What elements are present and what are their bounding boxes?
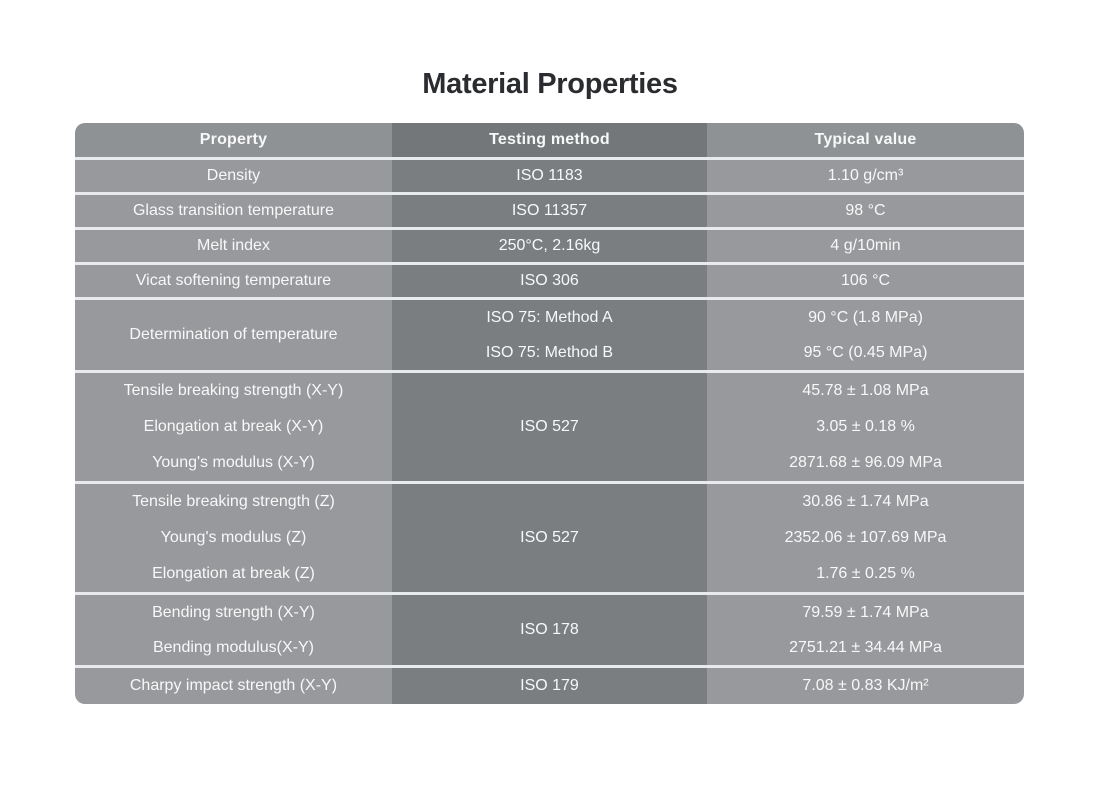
property-label: Vicat softening temperature: [135, 272, 332, 289]
table-row-glass-transition: Glass transition temperature ISO 11357 9…: [75, 195, 1024, 230]
value-label: 2352.06 ± 107.69 MPa: [784, 529, 947, 546]
property-label: Young's modulus (Z): [160, 529, 307, 546]
value-label: 90 °C (1.8 MPa): [808, 308, 923, 326]
property-label: Bending modulus(X-Y): [152, 638, 314, 656]
property-cell: Glass transition temperature: [75, 195, 392, 230]
method-label: ISO 527: [520, 529, 579, 546]
method-label: ISO 75: Method A: [486, 308, 613, 326]
property-label: Bending strength (X-Y): [152, 603, 315, 621]
properties-table: Property Testing method Typical value De…: [75, 123, 1024, 704]
property-label: Glass transition temperature: [132, 202, 334, 219]
method-label: ISO 11357: [511, 202, 588, 219]
method-cell: ISO 179: [391, 668, 708, 704]
value-label: 7.08 ± 0.83 KJ/m²: [802, 677, 929, 694]
table-row-tensile-z-group: Tensile breaking strength (Z) Young's mo…: [75, 484, 1024, 595]
property-cell: Tensile breaking strength (Z) Young's mo…: [75, 484, 392, 595]
method-cell: ISO 306: [391, 265, 708, 300]
value-label: 106 °C: [840, 272, 891, 289]
property-label: Tensile breaking strength (Z): [132, 493, 335, 510]
property-label: Young's modulus (X-Y): [152, 454, 315, 471]
value-cell: 4 g/10min: [707, 230, 1024, 265]
table-row-vicat: Vicat softening temperature ISO 306 106 …: [75, 265, 1024, 300]
value-label: 2871.68 ± 96.09 MPa: [789, 454, 942, 471]
property-cell: Determination of temperature: [75, 300, 392, 373]
method-cell: ISO 1183: [391, 160, 708, 195]
value-cell: 30.86 ± 1.74 MPa 2352.06 ± 107.69 MPa 1.…: [707, 484, 1024, 595]
value-label: 98 °C: [845, 202, 886, 219]
material-properties-table: Property Testing method Typical value De…: [75, 123, 1024, 704]
value-label: 2751.21 ± 34.44 MPa: [789, 638, 942, 656]
value-cell: 45.78 ± 1.08 MPa 3.05 ± 0.18 % 2871.68 ±…: [707, 373, 1024, 484]
property-label: Density: [206, 167, 261, 184]
table-row-density: Density ISO 1183 1.10 g/cm³: [75, 160, 1024, 195]
value-label: 79.59 ± 1.74 MPa: [802, 603, 929, 621]
property-cell: Bending strength (X-Y) Bending modulus(X…: [75, 595, 392, 668]
method-label: ISO 75: Method B: [485, 343, 614, 361]
method-cell: ISO 75: Method A ISO 75: Method B: [391, 300, 708, 373]
value-label: 1.76 ± 0.25 %: [816, 565, 915, 582]
property-label: Determination of temperature: [129, 326, 338, 343]
method-cell: ISO 178: [391, 595, 708, 668]
property-label: Elongation at break (X-Y): [143, 418, 324, 435]
method-cell: 250°C, 2.16kg: [391, 230, 708, 265]
property-cell: Vicat softening temperature: [75, 265, 392, 300]
property-cell: Tensile breaking strength (X-Y) Elongati…: [75, 373, 392, 484]
page-title: Material Properties: [422, 68, 678, 100]
property-cell: Density: [75, 160, 392, 195]
method-label: ISO 306: [520, 272, 579, 289]
value-label: 95 °C (0.45 MPa): [803, 343, 928, 361]
table-row-determination-temperature: Determination of temperature ISO 75: Met…: [75, 300, 1024, 373]
property-label: Elongation at break (Z): [152, 565, 315, 582]
value-cell: 7.08 ± 0.83 KJ/m²: [707, 668, 1024, 704]
table-row-charpy: Charpy impact strength (X-Y) ISO 179 7.0…: [75, 668, 1024, 704]
value-cell: 90 °C (1.8 MPa) 95 °C (0.45 MPa): [707, 300, 1024, 373]
property-label: Tensile breaking strength (X-Y): [123, 382, 344, 399]
value-label: 4 g/10min: [830, 237, 901, 254]
value-label: 3.05 ± 0.18 %: [816, 418, 915, 435]
column-header-testing-method: Testing method: [391, 123, 708, 160]
method-label: 250°C, 2.16kg: [498, 237, 601, 254]
method-cell: ISO 527: [391, 484, 708, 595]
method-label: ISO 527: [520, 418, 579, 435]
value-cell: 98 °C: [707, 195, 1024, 230]
method-label: ISO 178: [520, 621, 579, 638]
method-cell: ISO 527: [391, 373, 708, 484]
table-row-tensile-xy-group: Tensile breaking strength (X-Y) Elongati…: [75, 373, 1024, 484]
property-label: Melt index: [197, 237, 270, 254]
value-cell: 106 °C: [707, 265, 1024, 300]
header-row: Property Testing method Typical value: [75, 123, 1024, 160]
method-label: ISO 179: [520, 677, 579, 694]
property-cell: Melt index: [75, 230, 392, 265]
property-label: Charpy impact strength (X-Y): [129, 677, 338, 694]
value-cell: 1.10 g/cm³: [707, 160, 1024, 195]
value-label: 1.10 g/cm³: [827, 167, 904, 184]
table-row-bending-group: Bending strength (X-Y) Bending modulus(X…: [75, 595, 1024, 668]
method-cell: ISO 11357: [391, 195, 708, 230]
value-label: 45.78 ± 1.08 MPa: [802, 382, 929, 399]
column-header-typical-value: Typical value: [707, 123, 1024, 160]
column-header-property: Property: [75, 123, 392, 160]
value-label: 30.86 ± 1.74 MPa: [802, 493, 929, 510]
method-label: ISO 1183: [516, 167, 583, 184]
value-cell: 79.59 ± 1.74 MPa 2751.21 ± 34.44 MPa: [707, 595, 1024, 668]
property-cell: Charpy impact strength (X-Y): [75, 668, 392, 704]
table-row-melt-index: Melt index 250°C, 2.16kg 4 g/10min: [75, 230, 1024, 265]
